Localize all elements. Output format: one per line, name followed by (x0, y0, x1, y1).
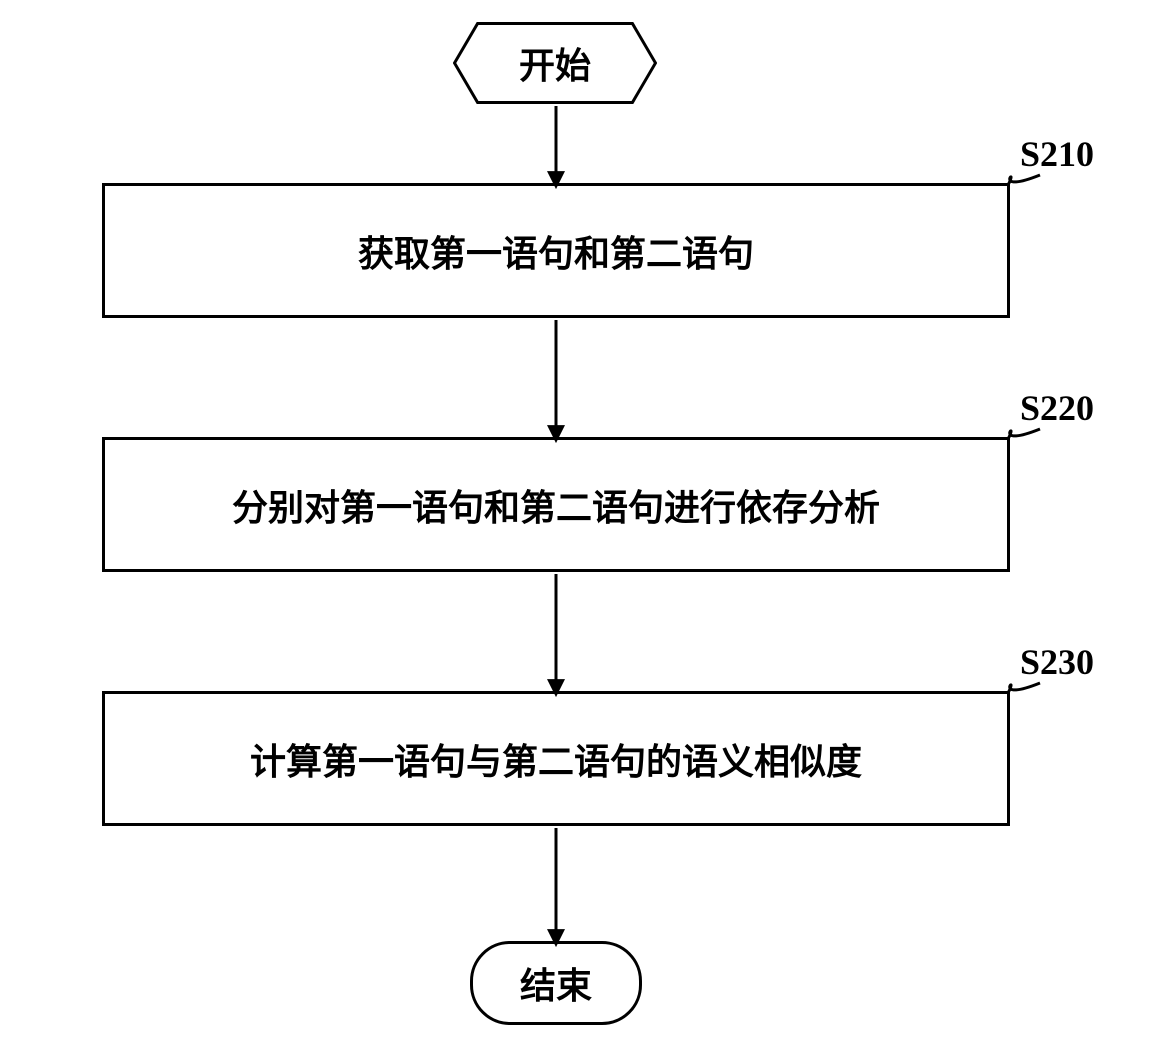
arrows-layer (0, 0, 1154, 1051)
flowchart-canvas: 开始 获取第一语句和第二语句S210分别对第一语句和第二语句进行依存分析S220… (0, 0, 1154, 1051)
start-label: 开始 (519, 37, 591, 89)
